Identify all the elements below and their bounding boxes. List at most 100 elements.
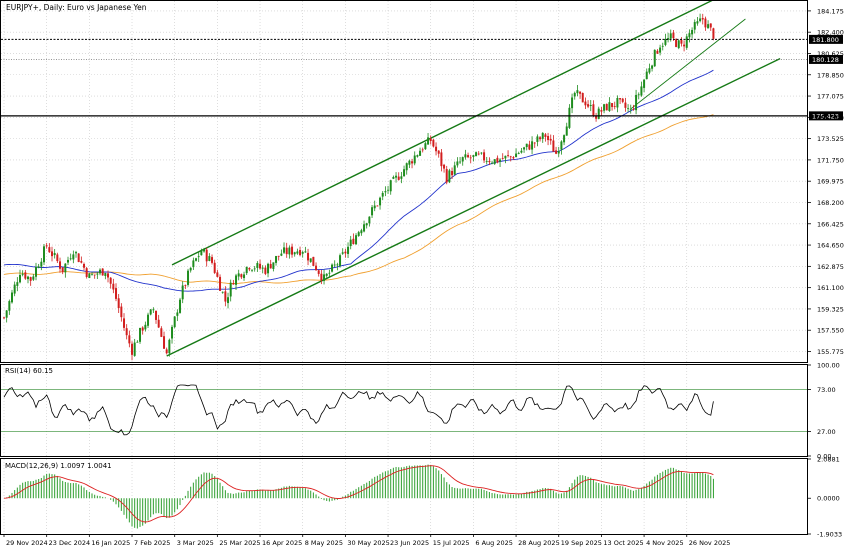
candle-body[interactable] (579, 91, 582, 94)
candle-body[interactable] (312, 256, 315, 266)
candle-body[interactable] (597, 108, 600, 119)
candle-body[interactable] (264, 267, 267, 274)
candle-body[interactable] (331, 264, 334, 272)
candle-body[interactable] (205, 249, 208, 262)
candle-body[interactable] (672, 32, 675, 39)
candle-body[interactable] (576, 90, 579, 94)
candle-body[interactable] (208, 256, 211, 261)
candle-body[interactable] (643, 79, 646, 88)
candle-body[interactable] (469, 157, 472, 159)
candle-body[interactable] (85, 268, 88, 277)
candle-body[interactable] (35, 266, 38, 277)
candle-body[interactable] (485, 161, 488, 162)
candle-body[interactable] (21, 273, 24, 275)
candle-body[interactable] (299, 250, 302, 256)
candle-body[interactable] (440, 152, 443, 167)
candle-body[interactable] (176, 312, 179, 316)
candle-body[interactable] (677, 40, 680, 49)
candle-body[interactable] (589, 105, 592, 106)
candle-body[interactable] (512, 157, 515, 159)
candle-body[interactable] (211, 257, 214, 263)
candle-body[interactable] (453, 165, 456, 175)
candle-body[interactable] (395, 175, 398, 178)
candle-body[interactable] (301, 252, 304, 254)
candle-body[interactable] (40, 261, 43, 267)
macd-signal-line[interactable] (3, 465, 714, 523)
candle-body[interactable] (83, 263, 86, 268)
candle-body[interactable] (219, 276, 222, 291)
candle-body[interactable] (277, 255, 280, 257)
candle-body[interactable] (451, 171, 454, 176)
candle-body[interactable] (605, 103, 608, 111)
candle-body[interactable] (656, 50, 659, 54)
candle-body[interactable] (357, 232, 360, 236)
candle-body[interactable] (109, 277, 112, 284)
candle-body[interactable] (632, 109, 635, 110)
candle-body[interactable] (11, 292, 14, 303)
candle-body[interactable] (701, 18, 704, 20)
candle-body[interactable] (608, 102, 611, 112)
candle-body[interactable] (592, 104, 595, 117)
candle-body[interactable] (456, 161, 459, 166)
candle-body[interactable] (445, 169, 448, 183)
candle-body[interactable] (624, 102, 627, 108)
candle-body[interactable] (368, 216, 371, 224)
candle-body[interactable] (509, 156, 512, 158)
candle-body[interactable] (181, 285, 184, 300)
candle-body[interactable] (371, 207, 374, 216)
candle-body[interactable] (157, 319, 160, 328)
candle-body[interactable] (699, 18, 702, 22)
candle-body[interactable] (461, 157, 464, 162)
candle-body[interactable] (189, 267, 192, 271)
candle-body[interactable] (429, 138, 432, 141)
channel-lower[interactable] (166, 57, 781, 357)
candle-body[interactable] (400, 176, 403, 179)
candle-body[interactable] (259, 263, 262, 269)
candle-body[interactable] (91, 274, 94, 276)
candle-body[interactable] (397, 176, 400, 180)
candle-body[interactable] (437, 150, 440, 154)
candle-body[interactable] (320, 273, 323, 281)
candle-body[interactable] (283, 247, 286, 253)
candle-body[interactable] (427, 137, 430, 145)
candle-body[interactable] (448, 170, 451, 183)
candle-body[interactable] (709, 23, 712, 28)
candle-body[interactable] (53, 253, 56, 256)
candle-body[interactable] (539, 137, 542, 140)
candle-body[interactable] (688, 33, 691, 38)
candle-body[interactable] (573, 92, 576, 97)
candle-body[interactable] (363, 224, 366, 232)
candle-body[interactable] (432, 139, 435, 147)
candle-body[interactable] (669, 33, 672, 39)
candle-body[interactable] (248, 268, 251, 270)
candle-body[interactable] (408, 160, 411, 165)
candle-body[interactable] (493, 159, 496, 164)
candle-body[interactable] (203, 249, 206, 252)
candle-body[interactable] (123, 318, 126, 328)
candle-body[interactable] (504, 155, 507, 159)
candle-body[interactable] (547, 136, 550, 141)
candle-body[interactable] (61, 267, 64, 273)
candle-body[interactable] (565, 126, 568, 136)
candle-body[interactable] (480, 152, 483, 154)
candle-body[interactable] (93, 274, 96, 276)
candle-body[interactable] (501, 158, 504, 159)
candle-body[interactable] (168, 339, 171, 354)
candle-body[interactable] (336, 264, 339, 266)
candle-body[interactable] (195, 258, 198, 261)
candle-body[interactable] (256, 263, 259, 268)
candle-body[interactable] (59, 261, 62, 269)
candle-body[interactable] (533, 142, 536, 144)
candle-body[interactable] (541, 132, 544, 139)
candle-body[interactable] (568, 107, 571, 128)
candle-body[interactable] (37, 266, 40, 268)
candle-body[interactable] (507, 155, 510, 156)
candle-body[interactable] (560, 141, 563, 150)
candle-body[interactable] (224, 291, 227, 302)
candle-body[interactable] (459, 161, 462, 163)
candle-body[interactable] (491, 162, 494, 164)
candle-body[interactable] (3, 317, 5, 319)
candle-body[interactable] (192, 260, 195, 268)
candle-body[interactable] (499, 159, 502, 162)
candle-body[interactable] (115, 288, 118, 299)
